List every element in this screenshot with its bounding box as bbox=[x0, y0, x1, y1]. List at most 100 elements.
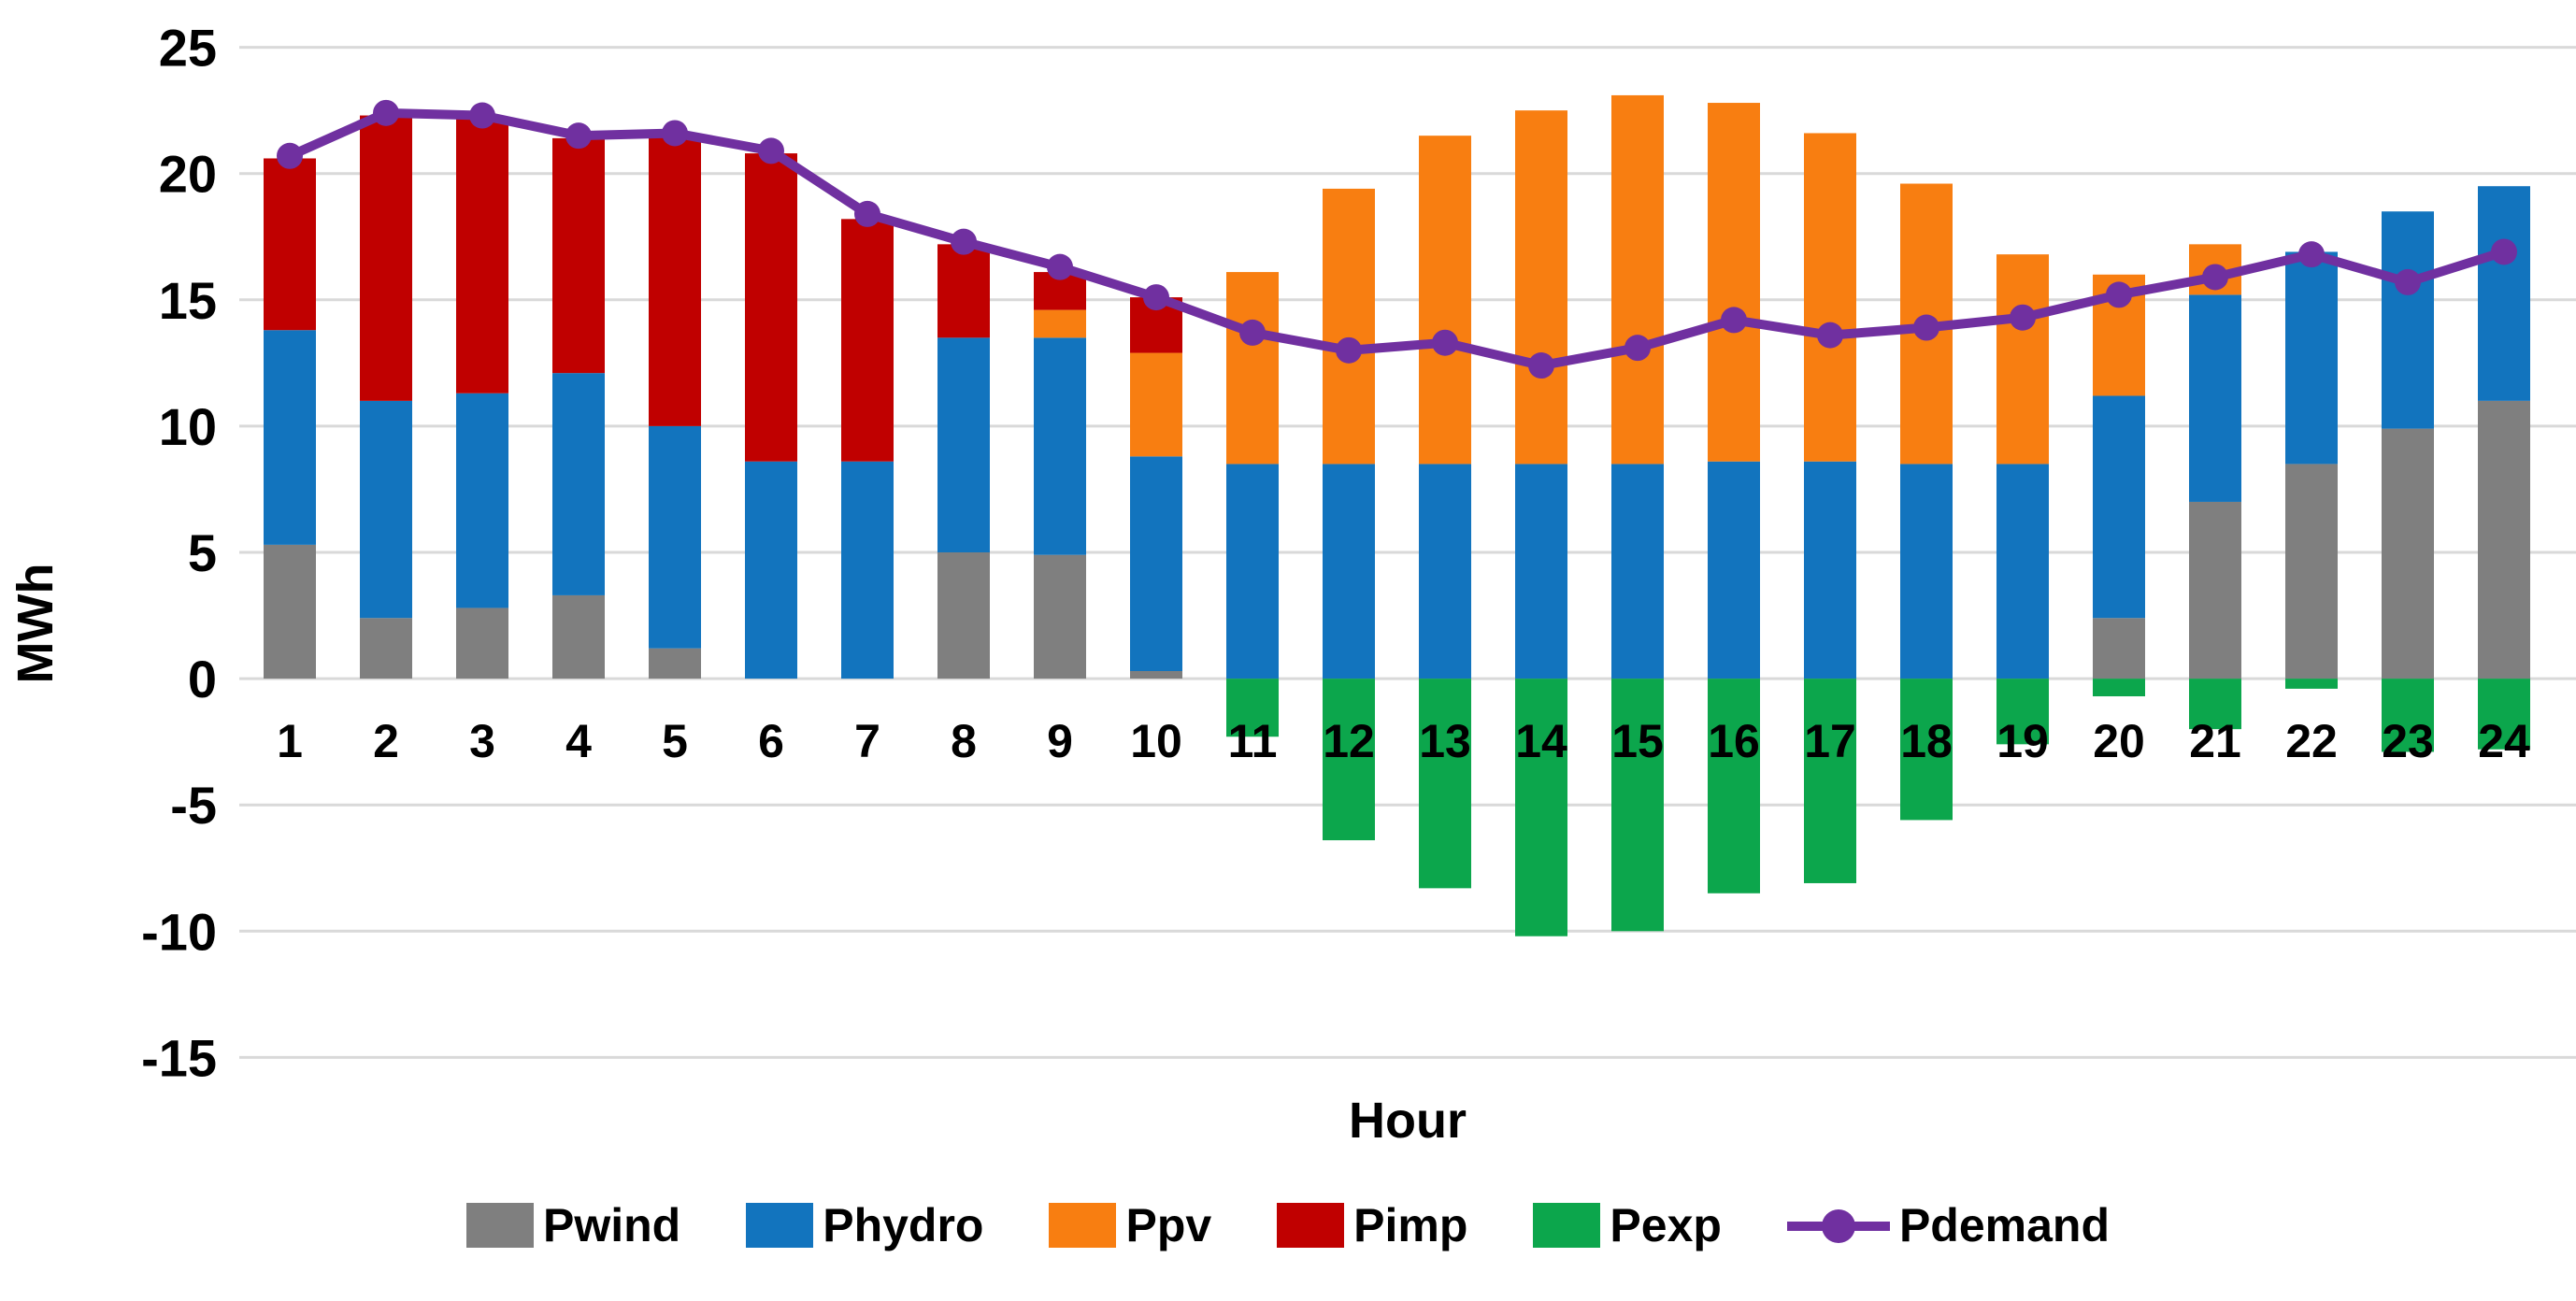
bar-segment-ppv-h19 bbox=[1996, 254, 2049, 465]
bar-segment-phydro-h22 bbox=[2285, 251, 2338, 465]
legend-swatch-pimp bbox=[1277, 1203, 1345, 1248]
x-tick-label: 22 bbox=[2285, 715, 2338, 767]
legend-item-ppv: Ppv bbox=[1049, 1198, 1211, 1252]
bar-segment-pwind-h21 bbox=[2189, 501, 2241, 679]
x-tick-label: 13 bbox=[1419, 715, 1471, 767]
bar-segment-phydro-h15 bbox=[1611, 464, 1664, 679]
legend-swatch-ppv bbox=[1049, 1203, 1117, 1248]
x-tick-label: 11 bbox=[1228, 715, 1278, 767]
legend-label-pdemand: Pdemand bbox=[1898, 1199, 2110, 1251]
bar-segment-phydro-h7 bbox=[841, 461, 894, 679]
bar-segment-phydro-h8 bbox=[937, 337, 990, 552]
bar-segment-pexp-h20 bbox=[2093, 679, 2145, 697]
bar-segment-phydro-h9 bbox=[1034, 337, 1086, 555]
y-axis-title: MWh bbox=[7, 563, 64, 684]
x-tick-label: 3 bbox=[469, 715, 495, 767]
demand-marker-h23 bbox=[2395, 268, 2421, 295]
bar-segment-pexp-h15 bbox=[1611, 679, 1664, 932]
demand-marker-h24 bbox=[2491, 238, 2517, 265]
demand-marker-h2 bbox=[373, 99, 399, 126]
bar-segment-phydro-h20 bbox=[2093, 395, 2145, 619]
x-tick-label: 21 bbox=[2189, 715, 2241, 767]
y-tick-label: 0 bbox=[188, 650, 217, 708]
bar-segment-ppv-h15 bbox=[1611, 94, 1664, 465]
legend: Pwind Phydro Ppv Pimp Pexp Pdemand bbox=[0, 1198, 2576, 1252]
demand-marker-h19 bbox=[2010, 304, 2036, 331]
x-tick-label: 9 bbox=[1047, 715, 1073, 767]
legend-line-marker bbox=[1821, 1209, 1855, 1243]
y-tick-label: -5 bbox=[170, 776, 217, 835]
legend-label-pimp: Pimp bbox=[1353, 1199, 1468, 1251]
bar-segment-phydro-h19 bbox=[1996, 464, 2049, 679]
demand-marker-h21 bbox=[2202, 264, 2228, 291]
demand-marker-h3 bbox=[469, 102, 495, 129]
bar-segment-pexp-h23 bbox=[2382, 679, 2434, 752]
demand-marker-h10 bbox=[1143, 284, 1169, 311]
bar-segment-pwind-h23 bbox=[2382, 428, 2434, 679]
bar-segment-pexp-h11 bbox=[1226, 679, 1279, 737]
x-tick-label: 12 bbox=[1323, 715, 1375, 767]
x-tick-label: 10 bbox=[1130, 715, 1182, 767]
bar-segment-phydro-h3 bbox=[456, 393, 508, 608]
bar-segment-pwind-h8 bbox=[937, 552, 990, 679]
bar-segment-pimp-h7 bbox=[841, 219, 894, 462]
bar-segment-pexp-h14 bbox=[1515, 679, 1567, 936]
bar-segment-pwind-h1 bbox=[264, 544, 316, 679]
bar-segment-ppv-h16 bbox=[1708, 103, 1760, 462]
legend-label-pwind: Pwind bbox=[543, 1199, 681, 1251]
x-tick-label: 19 bbox=[1996, 715, 2049, 767]
bar-segment-pexp-h18 bbox=[1900, 679, 1953, 821]
bar-segment-phydro-h10 bbox=[1130, 456, 1182, 671]
bar-segment-phydro-h23 bbox=[2382, 211, 2434, 429]
bar-segment-phydro-h16 bbox=[1708, 461, 1760, 679]
demand-marker-h9 bbox=[1047, 253, 1073, 280]
bar-segment-pwind-h9 bbox=[1034, 554, 1086, 679]
bar-segment-pimp-h1 bbox=[264, 158, 316, 331]
bar-segment-pimp-h6 bbox=[745, 153, 797, 462]
demand-marker-h17 bbox=[1817, 322, 1843, 349]
x-tick-label: 2 bbox=[373, 715, 399, 767]
x-tick-label: 16 bbox=[1708, 715, 1760, 767]
demand-marker-h4 bbox=[565, 122, 592, 150]
bar-segment-pexp-h12 bbox=[1323, 679, 1375, 841]
x-tick-label: 18 bbox=[1900, 715, 1953, 767]
x-tick-label: 8 bbox=[951, 715, 977, 767]
y-tick-label: -10 bbox=[141, 902, 217, 961]
legend-item-pdemand: Pdemand bbox=[1786, 1198, 2110, 1252]
legend-label-pexp: Pexp bbox=[1610, 1199, 1722, 1251]
demand-marker-h8 bbox=[951, 228, 977, 255]
bar-segment-pwind-h3 bbox=[456, 608, 508, 679]
bar-segment-pimp-h2 bbox=[360, 115, 412, 401]
bar-segment-phydro-h6 bbox=[745, 461, 797, 679]
bar-segment-ppv-h13 bbox=[1419, 136, 1471, 465]
x-tick-label: 17 bbox=[1804, 715, 1856, 767]
x-tick-label: 23 bbox=[2382, 715, 2434, 767]
demand-marker-h14 bbox=[1528, 352, 1554, 379]
legend-line-swatch bbox=[1786, 1203, 1890, 1248]
bar-segment-pimp-h4 bbox=[552, 137, 605, 374]
bar-segment-ppv-h9 bbox=[1034, 309, 1086, 338]
bar-segment-phydro-h13 bbox=[1419, 464, 1471, 679]
bar-segment-ppv-h14 bbox=[1515, 110, 1567, 465]
demand-marker-h13 bbox=[1432, 329, 1458, 356]
y-tick-label: 20 bbox=[159, 145, 217, 204]
demand-marker-h16 bbox=[1721, 307, 1747, 334]
bar-segment-pexp-h13 bbox=[1419, 679, 1471, 889]
demand-marker-h20 bbox=[2106, 281, 2132, 308]
bar-segment-pwind-h10 bbox=[1130, 670, 1182, 679]
bar-segment-pexp-h16 bbox=[1708, 679, 1760, 894]
bar-segment-pexp-h17 bbox=[1804, 679, 1856, 883]
bar-segment-pexp-h21 bbox=[2189, 679, 2241, 730]
bar-segment-pexp-h19 bbox=[1996, 679, 2049, 745]
bar-segment-pwind-h24 bbox=[2478, 400, 2530, 679]
x-tick-label: 20 bbox=[2093, 715, 2145, 767]
x-tick-label: 7 bbox=[854, 715, 880, 767]
demand-marker-h15 bbox=[1624, 335, 1651, 362]
demand-marker-h22 bbox=[2298, 241, 2325, 268]
y-tick-label: 5 bbox=[188, 523, 217, 582]
bar-segment-ppv-h17 bbox=[1804, 133, 1856, 462]
y-tick-label: 15 bbox=[159, 271, 217, 330]
demand-marker-h6 bbox=[758, 137, 784, 164]
demand-marker-h12 bbox=[1336, 336, 1362, 364]
